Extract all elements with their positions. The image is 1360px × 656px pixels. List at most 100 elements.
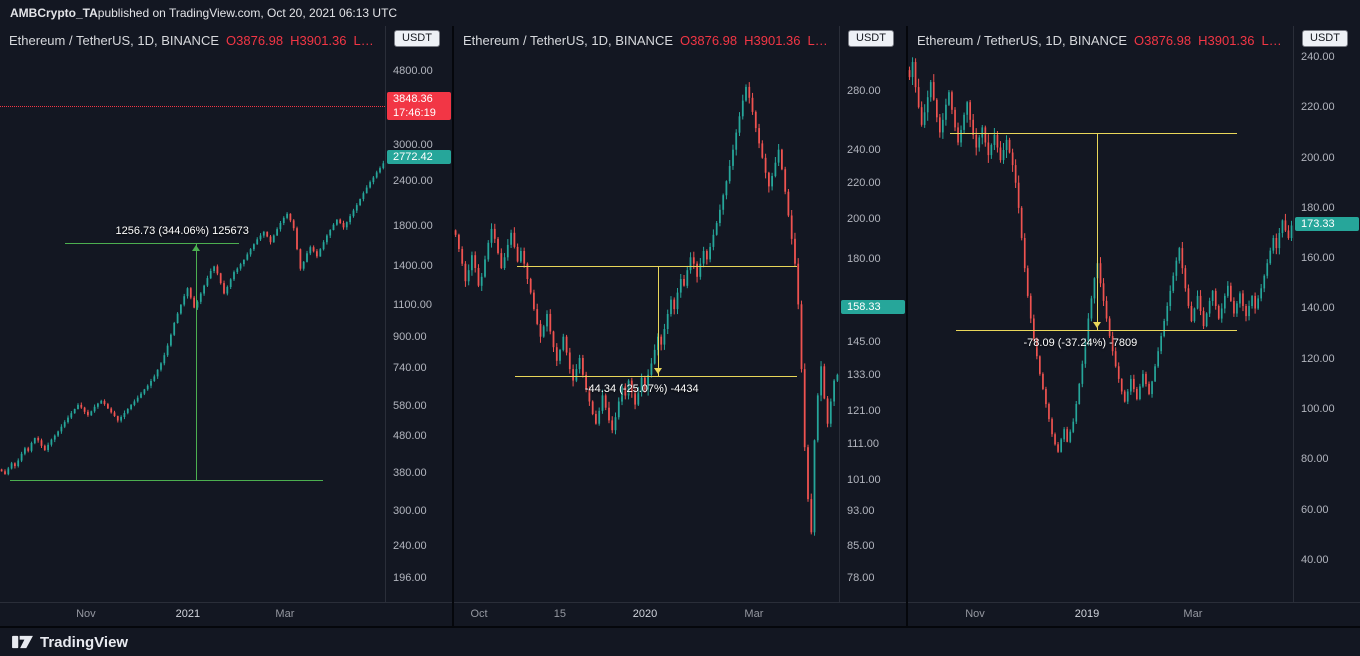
price-tick-label: 2400.00: [393, 174, 433, 187]
time-axis-2[interactable]: Oct 15 2020 Mar: [454, 602, 906, 626]
measure-arrow: [191, 245, 200, 251]
candlestick-series: [0, 160, 385, 476]
open-value: O3876.98: [680, 33, 738, 48]
chart-canvas-2[interactable]: Ethereum / TetherUS, 1D, BINANCE O3876.98…: [454, 26, 839, 602]
candlestick-series: [454, 82, 839, 536]
bottom-brand-bar: TradingView: [0, 626, 1360, 656]
price-tick-label: 145.00: [847, 335, 881, 348]
price-tick-label: 480.00: [393, 430, 427, 443]
price-axis-3[interactable]: USDT 240.00 220.00 200.00 180.00 160.00 140.0…: [1293, 26, 1360, 602]
tradingview-logo-icon: [12, 635, 33, 649]
high-value: H3901.36: [1198, 33, 1255, 48]
time-tick-label: 2020: [632, 608, 658, 620]
price-axis-1[interactable]: USDT 4800.00 3000.00 2400.00 1800.00 1400.00…: [385, 26, 452, 602]
current-price-line: [0, 105, 385, 107]
price-tick-label: 100.00: [1301, 403, 1335, 416]
measure-line: [950, 133, 1238, 135]
price-tick-label: 740.00: [393, 361, 427, 374]
symbol-header: Ethereum / TetherUS, 1D, BINANCE O3876.98…: [917, 33, 1291, 48]
measure-arrow: [1092, 321, 1101, 328]
price-tick-label: 160.00: [1301, 252, 1335, 265]
time-tick-label: Mar: [1183, 608, 1203, 620]
low-value: L…: [1261, 33, 1282, 48]
price-tick-label: 140.00: [1301, 302, 1335, 315]
price-tick-label: 196.00: [393, 572, 427, 585]
measure-line: [64, 243, 239, 244]
price-tick-label: 240.00: [847, 143, 881, 156]
price-tick-label: 78.00: [847, 572, 875, 585]
price-tick-label: 180.00: [847, 253, 881, 266]
measure-label: -78.09 (-37.24%) -7809: [1023, 336, 1138, 349]
tradingview-link[interactable]: TradingView: [12, 633, 128, 651]
symbol-header: Ethereum / TetherUS, 1D, BINANCE O3876.98…: [463, 33, 837, 48]
symbol-title: Ethereum / TetherUS, 1D, BINANCE: [463, 33, 674, 48]
time-axis-1[interactable]: Nov 2021 Mar: [0, 602, 452, 626]
published-text: published on TradingView.com, Oct 20, 20…: [97, 6, 398, 20]
candlestick-series: [908, 57, 1293, 453]
price-tick-label: 380.00: [393, 467, 427, 480]
symbol-header: Ethereum / TetherUS, 1D, BINANCE O3876.98…: [9, 33, 383, 48]
time-tick-label: Nov: [965, 608, 985, 620]
measure-line: [955, 329, 1238, 331]
measure-line: [195, 243, 197, 480]
price-tick-label: 300.00: [393, 504, 427, 517]
time-tick-label: 15: [553, 608, 566, 620]
price-tick-label: 240.00: [393, 540, 427, 553]
symbol-title: Ethereum / TetherUS, 1D, BINANCE: [917, 33, 1128, 48]
price-tick-label: 133.00: [847, 368, 881, 381]
time-tick-label: Mar: [744, 608, 764, 620]
time-tick-label: 2021: [175, 608, 201, 620]
price-tick-label: 180.00: [1301, 201, 1335, 214]
measure-line: [10, 479, 324, 481]
time-tick-label: Nov: [76, 608, 96, 620]
charts-row: Ethereum / TetherUS, 1D, BINANCE O3876.98…: [0, 26, 1360, 626]
currency-pill: USDT: [394, 30, 440, 47]
price-tick-label: 240.00: [1301, 50, 1335, 63]
chart-canvas-3[interactable]: Ethereum / TetherUS, 1D, BINANCE O3876.98…: [908, 26, 1293, 602]
price-tick-label: 60.00: [1301, 503, 1329, 516]
chart-panel-2: Ethereum / TetherUS, 1D, BINANCE O3876.98…: [454, 26, 906, 626]
price-tick-label: 120.00: [1301, 352, 1335, 365]
last-price-badge: 173.33: [1295, 216, 1359, 231]
price-tick-label: 3000.00: [393, 139, 433, 152]
currency-pill: USDT: [1302, 30, 1348, 47]
price-tick-label: 101.00: [847, 473, 881, 486]
author-name: AMBCrypto_TA: [10, 6, 98, 20]
currency-pill: USDT: [848, 30, 894, 47]
price-tick-label: 280.00: [847, 84, 881, 97]
price-tick-label: 80.00: [1301, 453, 1329, 466]
countdown-price-badge: 3848.36 17:46:19: [387, 91, 451, 120]
time-tick-label: 2019: [1074, 608, 1100, 620]
time-axis-3[interactable]: Nov 2019 Mar: [908, 602, 1360, 626]
measure-line: [517, 266, 797, 268]
price-tick-label: 121.00: [847, 404, 881, 417]
price-tick-label: 580.00: [393, 400, 427, 413]
chart-canvas-1[interactable]: Ethereum / TetherUS, 1D, BINANCE O3876.98…: [0, 26, 385, 602]
low-value: L…: [353, 33, 374, 48]
brand-name: TradingView: [40, 633, 129, 651]
price-tick-label: 900.00: [393, 330, 427, 343]
measure-line: [1096, 133, 1098, 330]
price-tick-label: 200.00: [1301, 151, 1335, 164]
measure-arrow: [654, 367, 663, 374]
price-tick-label: 85.00: [847, 539, 875, 552]
measure-label: -44.34 (-25.07%) -4434: [584, 382, 699, 395]
attribution-bar: AMBCrypto_TA published on TradingView.co…: [0, 0, 1360, 26]
measure-label: 1256.73 (344.06%) 125673: [115, 225, 249, 237]
price-tick-label: 40.00: [1301, 553, 1329, 566]
price-tick-label: 4800.00: [393, 64, 433, 77]
chart-panel-1: Ethereum / TetherUS, 1D, BINANCE O3876.98…: [0, 26, 452, 626]
measure-line: [514, 375, 797, 377]
chart-panel-3: Ethereum / TetherUS, 1D, BINANCE O3876.98…: [908, 26, 1360, 626]
high-value: H3901.36: [744, 33, 801, 48]
price-axis-2[interactable]: USDT 280.00 240.00 220.00 200.00 180.00 145.0…: [839, 26, 906, 602]
price-tick-label: 200.00: [847, 213, 881, 226]
high-value: H3901.36: [290, 33, 347, 48]
price-tick-label: 1800.00: [393, 220, 433, 233]
price-tick-label: 1100.00: [393, 298, 432, 311]
last-price-badge: 2772.42: [387, 149, 451, 164]
symbol-title: Ethereum / TetherUS, 1D, BINANCE: [9, 33, 220, 48]
price-tick-label: 93.00: [847, 505, 875, 518]
open-value: O3876.98: [1134, 33, 1192, 48]
price-tick-label: 220.00: [847, 176, 881, 189]
